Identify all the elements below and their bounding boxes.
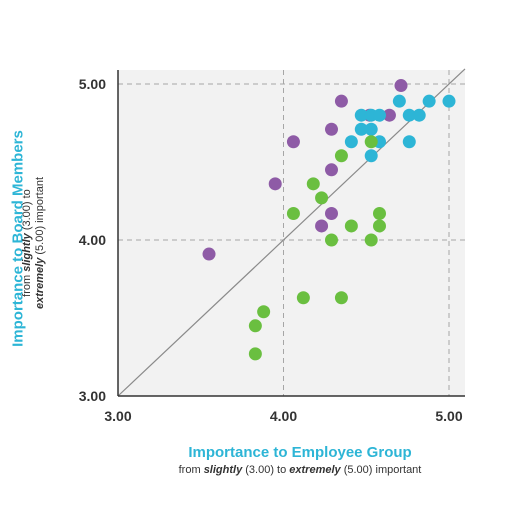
- data-point: [296, 291, 310, 305]
- data-point: [402, 135, 416, 149]
- y-sub-high-word: extremely: [34, 257, 46, 310]
- data-point: [268, 177, 282, 191]
- data-point: [324, 233, 338, 247]
- y-tick-label: 3.00: [79, 388, 106, 404]
- data-point: [315, 191, 329, 205]
- data-point: [392, 94, 406, 108]
- data-point: [364, 122, 378, 136]
- data-point: [364, 149, 378, 163]
- x-tick-label: 5.00: [435, 408, 462, 424]
- y-axis-subtitle: from slightly (3.00) to extremely (5.00)…: [21, 113, 47, 373]
- data-point: [257, 305, 271, 319]
- data-point: [286, 135, 300, 149]
- data-point: [394, 79, 408, 93]
- data-point: [412, 108, 426, 122]
- data-point: [372, 108, 386, 122]
- data-point: [382, 108, 396, 122]
- data-point: [324, 163, 338, 177]
- x-sub-low-word: slightly: [203, 464, 243, 476]
- y-sub-low-word: slightly: [21, 233, 33, 272]
- data-point: [248, 319, 262, 333]
- data-point: [344, 219, 358, 233]
- data-point: [354, 122, 368, 136]
- data-point: [442, 94, 456, 108]
- data-point: [334, 94, 348, 108]
- data-point: [334, 291, 348, 305]
- y-tick-label: 5.00: [79, 76, 106, 92]
- data-point: [324, 206, 338, 220]
- x-sub-high-value: (5.00) important: [340, 464, 422, 476]
- data-point: [315, 219, 329, 233]
- data-point: [248, 347, 262, 361]
- tick-labels: 3.00 4.00 5.00 3.00 4.00 5.00: [79, 76, 463, 424]
- y-tick-label: 4.00: [79, 232, 106, 248]
- x-tick-label: 3.00: [104, 408, 131, 424]
- data-points: [202, 79, 456, 361]
- data-point: [202, 247, 216, 261]
- axes: [117, 70, 465, 397]
- data-point: [372, 206, 386, 220]
- y-axis-label-group: Importance to Board Members from slightl…: [0, 100, 60, 380]
- x-tick-label: 4.00: [270, 408, 297, 424]
- x-sub-high-word: extremely: [289, 464, 341, 476]
- data-point: [364, 233, 378, 247]
- data-point: [344, 135, 358, 149]
- data-point: [286, 206, 300, 220]
- data-point: [334, 149, 348, 163]
- x-axis-title: Importance to Employee Group: [188, 444, 412, 461]
- y-sub-prefix: from: [21, 271, 33, 297]
- y-sub-high-value: (5.00) important: [34, 176, 46, 258]
- data-point: [422, 94, 436, 108]
- y-sub-low-value: (3.00) to: [21, 189, 33, 234]
- x-sub-prefix: from: [178, 464, 204, 476]
- data-point: [364, 135, 378, 149]
- diagonal-reference-line: [117, 68, 466, 397]
- data-point: [324, 122, 338, 136]
- data-point: [402, 108, 416, 122]
- x-sub-low-value: (3.00) to: [242, 464, 290, 476]
- grid-lines: [118, 70, 465, 396]
- data-point: [354, 108, 368, 122]
- data-point: [372, 219, 386, 233]
- x-axis-subtitle: from slightly (3.00) to extremely (5.00)…: [100, 464, 500, 476]
- data-point: [306, 177, 320, 191]
